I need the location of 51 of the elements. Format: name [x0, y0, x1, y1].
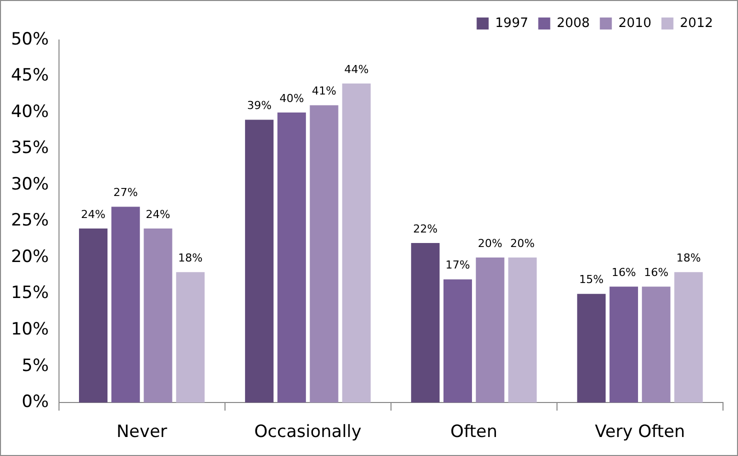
data-label: 15%	[579, 273, 604, 286]
bar	[176, 272, 205, 403]
bar	[674, 272, 703, 403]
bar	[642, 286, 670, 403]
data-label: 20%	[510, 236, 535, 250]
data-label: 24%	[146, 208, 170, 221]
data-label: 22%	[413, 222, 438, 236]
y-tick-label: 5%	[22, 356, 49, 376]
y-tick-label: 10%	[10, 320, 49, 340]
x-tick-label: Occasionally	[254, 422, 362, 442]
legend-label: 2012	[680, 16, 714, 31]
data-label: 40%	[279, 92, 304, 105]
y-tick-label: 20%	[10, 246, 49, 267]
data-label: 17%	[446, 258, 470, 272]
bar	[610, 286, 638, 403]
x-tick-label: Often	[450, 422, 498, 442]
bar	[144, 228, 172, 403]
y-tick-label: 40%	[10, 102, 49, 122]
x-tick-label: Very Often	[594, 422, 686, 442]
data-label: 44%	[344, 62, 369, 76]
y-tick-label: 0%	[22, 392, 49, 412]
legend-label: 2008	[556, 16, 590, 31]
y-tick-label: 25%	[10, 210, 49, 231]
data-label: 39%	[247, 99, 272, 112]
bar	[411, 243, 440, 403]
data-label: 16%	[644, 266, 668, 279]
bar	[342, 84, 371, 403]
bar	[111, 206, 140, 403]
bar	[508, 258, 537, 403]
y-tick-label: 30%	[10, 174, 49, 194]
bar	[443, 279, 472, 403]
bar	[78, 228, 108, 403]
y-tick-label: 45%	[10, 66, 49, 86]
data-label: 20%	[478, 236, 502, 250]
data-label: 18%	[178, 251, 203, 264]
data-label: 41%	[312, 84, 336, 98]
data-label: 27%	[113, 186, 138, 200]
legend-label: 1997	[495, 16, 528, 31]
bar	[476, 258, 504, 403]
y-tick-label: 50%	[10, 29, 49, 50]
y-tick-label: 35%	[10, 138, 49, 158]
bar	[245, 120, 274, 403]
data-label: 24%	[81, 208, 106, 221]
data-label: 16%	[612, 266, 636, 279]
legend-label: 2010	[618, 16, 652, 31]
data-label: 18%	[676, 251, 701, 264]
y-tick-label: 15%	[10, 283, 49, 304]
bar	[310, 105, 338, 403]
bar	[277, 112, 306, 403]
bar	[577, 294, 606, 403]
x-tick-label: Never	[116, 422, 168, 442]
